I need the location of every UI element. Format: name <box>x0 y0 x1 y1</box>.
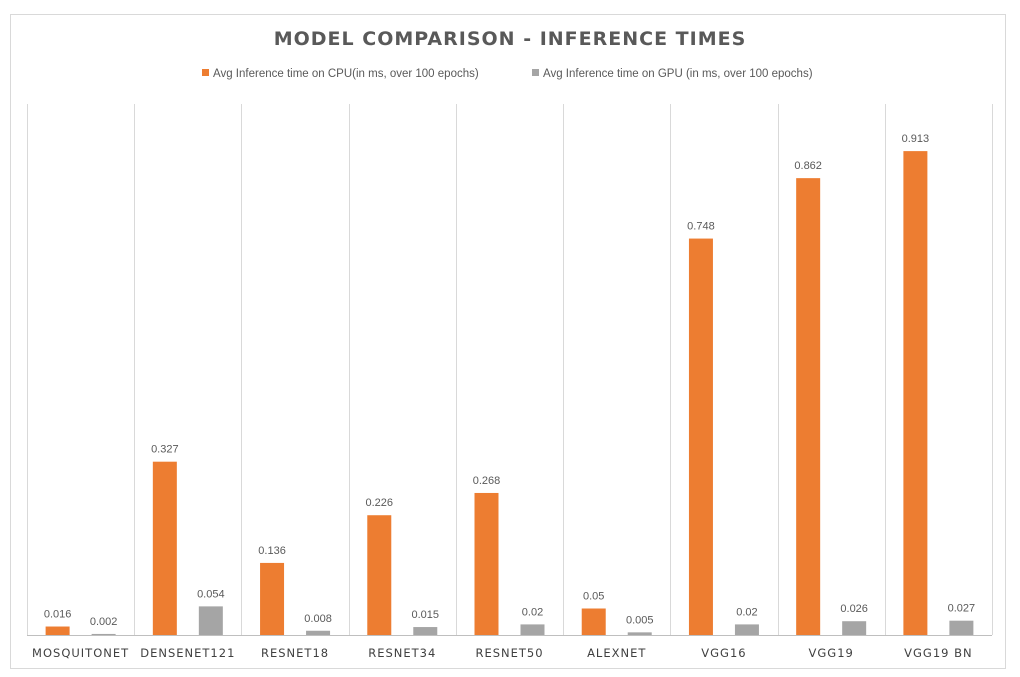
cpu-value-label: 0.226 <box>366 497 394 509</box>
x-tick-label: ALEXNET <box>587 646 646 660</box>
x-tick-label: VGG16 <box>701 646 746 660</box>
chart-title: MODEL COMPARISON - INFERENCE TIMES <box>273 28 747 50</box>
gpu-bar-resnet18 <box>306 630 331 635</box>
cpu-bar-resnet18 <box>260 562 285 635</box>
cpu-bar-vgg19 <box>796 178 821 635</box>
x-tick-label: RESNET50 <box>475 646 543 660</box>
gpu-value-label: 0.026 <box>840 603 868 615</box>
x-tick-label: RESNET34 <box>368 646 436 660</box>
gpu-bar-vgg19-bn <box>949 620 974 635</box>
gpu-bar-vgg19 <box>842 621 867 635</box>
legend-item-gpu: Avg Inference time on GPU (in ms, over 1… <box>532 68 813 80</box>
legend-swatch-cpu <box>202 69 209 76</box>
x-tick-label: RESNET18 <box>261 646 329 660</box>
cpu-bar-vgg19-bn <box>903 151 928 636</box>
gpu-bar-densenet121 <box>198 606 223 635</box>
gpu-value-label: 0.008 <box>304 613 332 625</box>
x-tick-label: VGG19 BN <box>904 646 972 660</box>
gpu-value-label: 0.054 <box>197 588 225 600</box>
legend-label-gpu: Avg Inference time on GPU (in ms, over 1… <box>543 68 813 80</box>
cpu-value-label: 0.136 <box>258 545 286 557</box>
legend: Avg Inference time on CPU(in ms, over 10… <box>0 68 1020 86</box>
gpu-value-label: 0.02 <box>736 606 757 618</box>
cpu-bar-vgg16 <box>688 238 713 635</box>
legend-label-cpu: Avg Inference time on CPU(in ms, over 10… <box>213 68 479 80</box>
cpu-value-label: 0.862 <box>794 160 822 172</box>
cpu-value-label: 0.016 <box>44 609 72 621</box>
legend-item-cpu: Avg Inference time on CPU(in ms, over 10… <box>202 68 479 80</box>
legend-swatch-gpu <box>532 69 539 76</box>
cpu-value-label: 0.913 <box>902 133 930 145</box>
gpu-value-label: 0.027 <box>948 603 976 615</box>
gpu-value-label: 0.005 <box>626 614 654 626</box>
gpu-bar-resnet34 <box>413 627 438 635</box>
x-tick-label: VGG19 <box>809 646 854 660</box>
cpu-bar-densenet121 <box>152 461 177 635</box>
gpu-bar-resnet50 <box>520 624 545 635</box>
x-tick-label: MOSQUITONET <box>32 646 129 660</box>
cpu-bar-mosquitonet <box>45 626 70 635</box>
gpu-value-label: 0.02 <box>522 606 543 618</box>
cpu-bar-resnet50 <box>474 492 499 635</box>
gpu-value-label: 0.002 <box>90 616 118 628</box>
cpu-value-label: 0.268 <box>473 475 501 487</box>
cpu-value-label: 0.748 <box>687 221 715 233</box>
cpu-value-label: 0.05 <box>583 591 604 603</box>
cpu-value-label: 0.327 <box>151 444 179 456</box>
cpu-bar-resnet34 <box>367 515 392 635</box>
gpu-bar-vgg16 <box>734 624 759 635</box>
gpu-bar-mosquitonet <box>91 633 116 635</box>
cpu-bar-alexnet <box>581 608 606 635</box>
x-tick-label: DENSENET121 <box>140 646 235 660</box>
gpu-value-label: 0.015 <box>412 609 440 621</box>
gpu-bar-alexnet <box>627 632 652 635</box>
